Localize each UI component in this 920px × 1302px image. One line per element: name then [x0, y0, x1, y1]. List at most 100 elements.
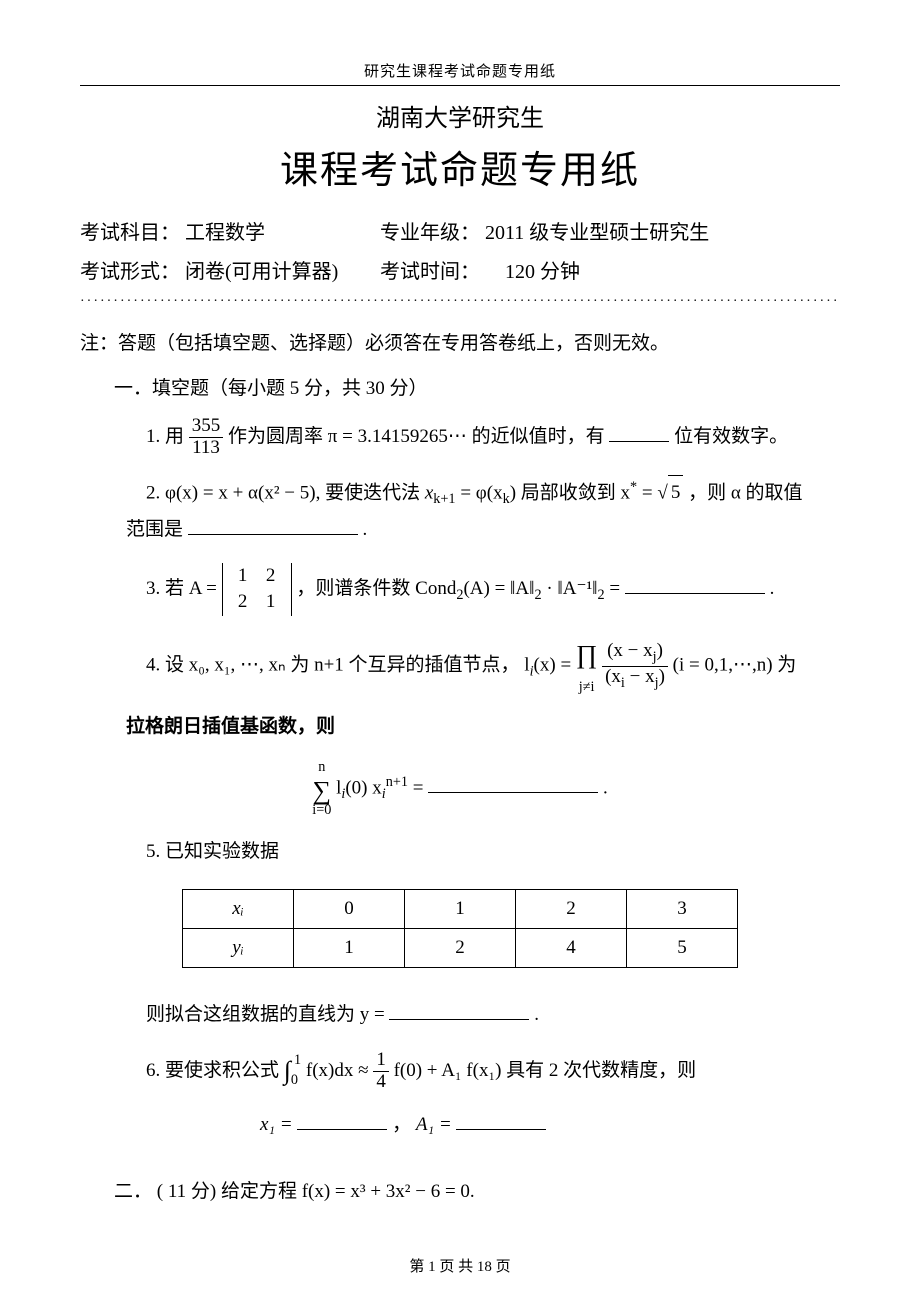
x0: 0 — [294, 889, 405, 928]
sum-bot: i=0 — [312, 802, 331, 819]
xi-label: xᵢ — [232, 898, 243, 919]
q6-frac: 1 4 — [373, 1050, 389, 1093]
q3-prefix: 3. 若 A = — [146, 578, 222, 599]
head-rule — [80, 85, 840, 86]
x1: 1 — [405, 889, 516, 928]
question-5: 5. 已知实验数据 — [146, 835, 840, 869]
time-label: 考试时间： — [380, 261, 480, 283]
q6-sep: ， — [392, 1114, 416, 1135]
q3-matrix: 12 21 — [222, 563, 292, 616]
fb-m: − x — [625, 666, 655, 687]
q6-num: 1 — [373, 1050, 389, 1072]
prod-sub: j≠i — [576, 675, 597, 701]
q3-n1sub: 2 — [534, 586, 541, 602]
x3: 3 — [627, 889, 738, 928]
q4-line2: 拉格朗日插值基函数，则 — [126, 710, 840, 744]
data-table: xᵢ 0 1 2 3 yᵢ 1 2 4 5 — [182, 889, 738, 968]
section-1-heading: 一．填空题（每小题 5 分，共 30 分） — [114, 373, 840, 400]
m22: 1 — [257, 589, 285, 616]
m11: 1 — [229, 563, 257, 590]
q4-equation: n ∑ i=0 li(0) xin+1 = . — [80, 759, 840, 819]
table-row: xᵢ 0 1 2 3 — [183, 889, 738, 928]
form-label: 考试形式： — [80, 261, 180, 283]
q2-line2: 范围是 — [126, 519, 183, 540]
subject-value: 工程数学 — [185, 222, 265, 244]
info-row-2: 考试形式： 闭卷(可用计算器) 考试时间： 120 分钟 — [80, 255, 840, 284]
row2-label: yᵢ — [183, 928, 294, 967]
m21: 2 — [229, 589, 257, 616]
q4-l1a: 4. 设 x₀, x₁, ⋯, xₙ 为 n+1 个互异的插值节点， l — [146, 655, 530, 676]
form-value: 闭卷(可用计算器) — [185, 261, 338, 283]
info-row-1: 考试科目： 工程数学 专业年级： 2011 级专业型硕士研究生 — [80, 216, 840, 245]
answer-note: 注：答题（包括填空题、选择题）必须答在专用答卷纸上，否则无效。 — [80, 328, 840, 355]
q5-blank — [389, 1000, 529, 1020]
q1-frac-den: 113 — [189, 438, 224, 459]
fb-l: (x — [605, 666, 621, 687]
int-low: 0 — [291, 1072, 298, 1088]
q2-sub2: k — [503, 491, 510, 507]
q1-suffix: 位有效数字。 — [674, 426, 788, 447]
y2: 4 — [516, 928, 627, 967]
q3-mid: ，则谱条件数 Cond — [296, 578, 456, 599]
q3-mid2: (A) = — [463, 578, 510, 599]
q6-x1: x₁ = — [260, 1114, 297, 1135]
question-6: 6. 要使求积公式 ∫01 f(x)dx ≈ 1 4 f(0) + A₁ f(x… — [146, 1048, 840, 1095]
fb-r: ) — [659, 666, 665, 687]
m12: 2 — [257, 563, 285, 590]
pretitle: 湖南大学研究生 — [80, 98, 840, 133]
sb-eq: = — [408, 777, 428, 798]
q1-mid: 作为圆周率 π = 3.14159265⋯ 的近似值时，有 — [228, 426, 605, 447]
q3-period: . — [765, 578, 775, 599]
q2-text1: 2. φ(x) = x + α(x² − 5), 要使迭代法 — [146, 482, 425, 503]
q5-fit-pre: 则拟合这组数据的直线为 y = — [146, 1004, 389, 1025]
q6-blanks: x₁ = ， A₁ = — [260, 1109, 840, 1136]
q2-x: x — [425, 482, 433, 503]
q4-frac: (x − xj) (xi − xj) — [602, 641, 668, 691]
q4-l1b: (x) = — [534, 655, 576, 676]
q6-b2: f(0) + A₁ f(x₁) 具有 2 次代数精度，则 — [394, 1060, 697, 1081]
sb-exp: n+1 — [386, 774, 408, 790]
sum-icon: ∑ — [313, 776, 332, 805]
q2-eqsqrt: = — [637, 482, 657, 503]
ft-l: (x − x — [607, 640, 653, 661]
section-2-heading: 二． ( 11 分) 给定方程 f(x) = x³ + 3x² − 6 = 0. — [114, 1176, 840, 1203]
q4-period: . — [598, 777, 608, 798]
q3-blank — [625, 574, 765, 594]
q2-sqrt: 5 — [668, 475, 684, 510]
sb-b: (0) x — [345, 777, 381, 798]
q3-norm2: ‖A⁻¹‖ — [557, 578, 597, 599]
grade-value: 2011 级专业型硕士研究生 — [485, 222, 709, 244]
q2-blank — [188, 515, 358, 535]
page-footer: 第 1 页 共 18 页 — [0, 1255, 920, 1276]
row1-label: xᵢ — [183, 889, 294, 928]
main-title: 课程考试命题专用纸 — [80, 139, 840, 194]
subject-label: 考试科目： — [80, 222, 180, 244]
sqrt-icon: √ — [657, 482, 667, 503]
q6-blank-x1 — [297, 1110, 387, 1130]
q6-den: 4 — [373, 1072, 389, 1093]
q6-pre: 6. 要使求积公式 — [146, 1060, 284, 1081]
int-high: 1 — [294, 1052, 301, 1068]
y1: 2 — [405, 928, 516, 967]
y0: 1 — [294, 928, 405, 967]
sum-top: n — [312, 759, 331, 776]
separator-dots: ········································… — [80, 294, 840, 310]
q5-period: . — [534, 1004, 539, 1025]
q1-frac-num: 355 — [189, 416, 224, 438]
question-3: 3. 若 A = 12 21 ，则谱条件数 Cond2(A) = ‖A‖2 · … — [146, 563, 840, 616]
q6-blank-a1 — [456, 1110, 546, 1130]
q1-blank — [609, 422, 669, 442]
time-value: 120 分钟 — [505, 261, 580, 283]
q1-prefix: 1. 用 — [146, 426, 184, 447]
y3: 5 — [627, 928, 738, 967]
product-icon: ∏ — [576, 640, 597, 669]
q4-blank — [428, 773, 598, 793]
question-4: 4. 设 x₀, x₁, ⋯, xₙ 为 n+1 个互异的插值节点， li(x)… — [146, 632, 840, 700]
q5-fit: 则拟合这组数据的直线为 y = . — [146, 998, 840, 1032]
q2-period: . — [363, 519, 368, 540]
grade-label: 专业年级： — [380, 222, 480, 244]
x2: 2 — [516, 889, 627, 928]
q2-tail: ，则 α 的取值 — [683, 482, 802, 503]
q6-b1: f(x)dx ≈ — [306, 1060, 373, 1081]
q2-eq: = φ(x — [456, 482, 503, 503]
